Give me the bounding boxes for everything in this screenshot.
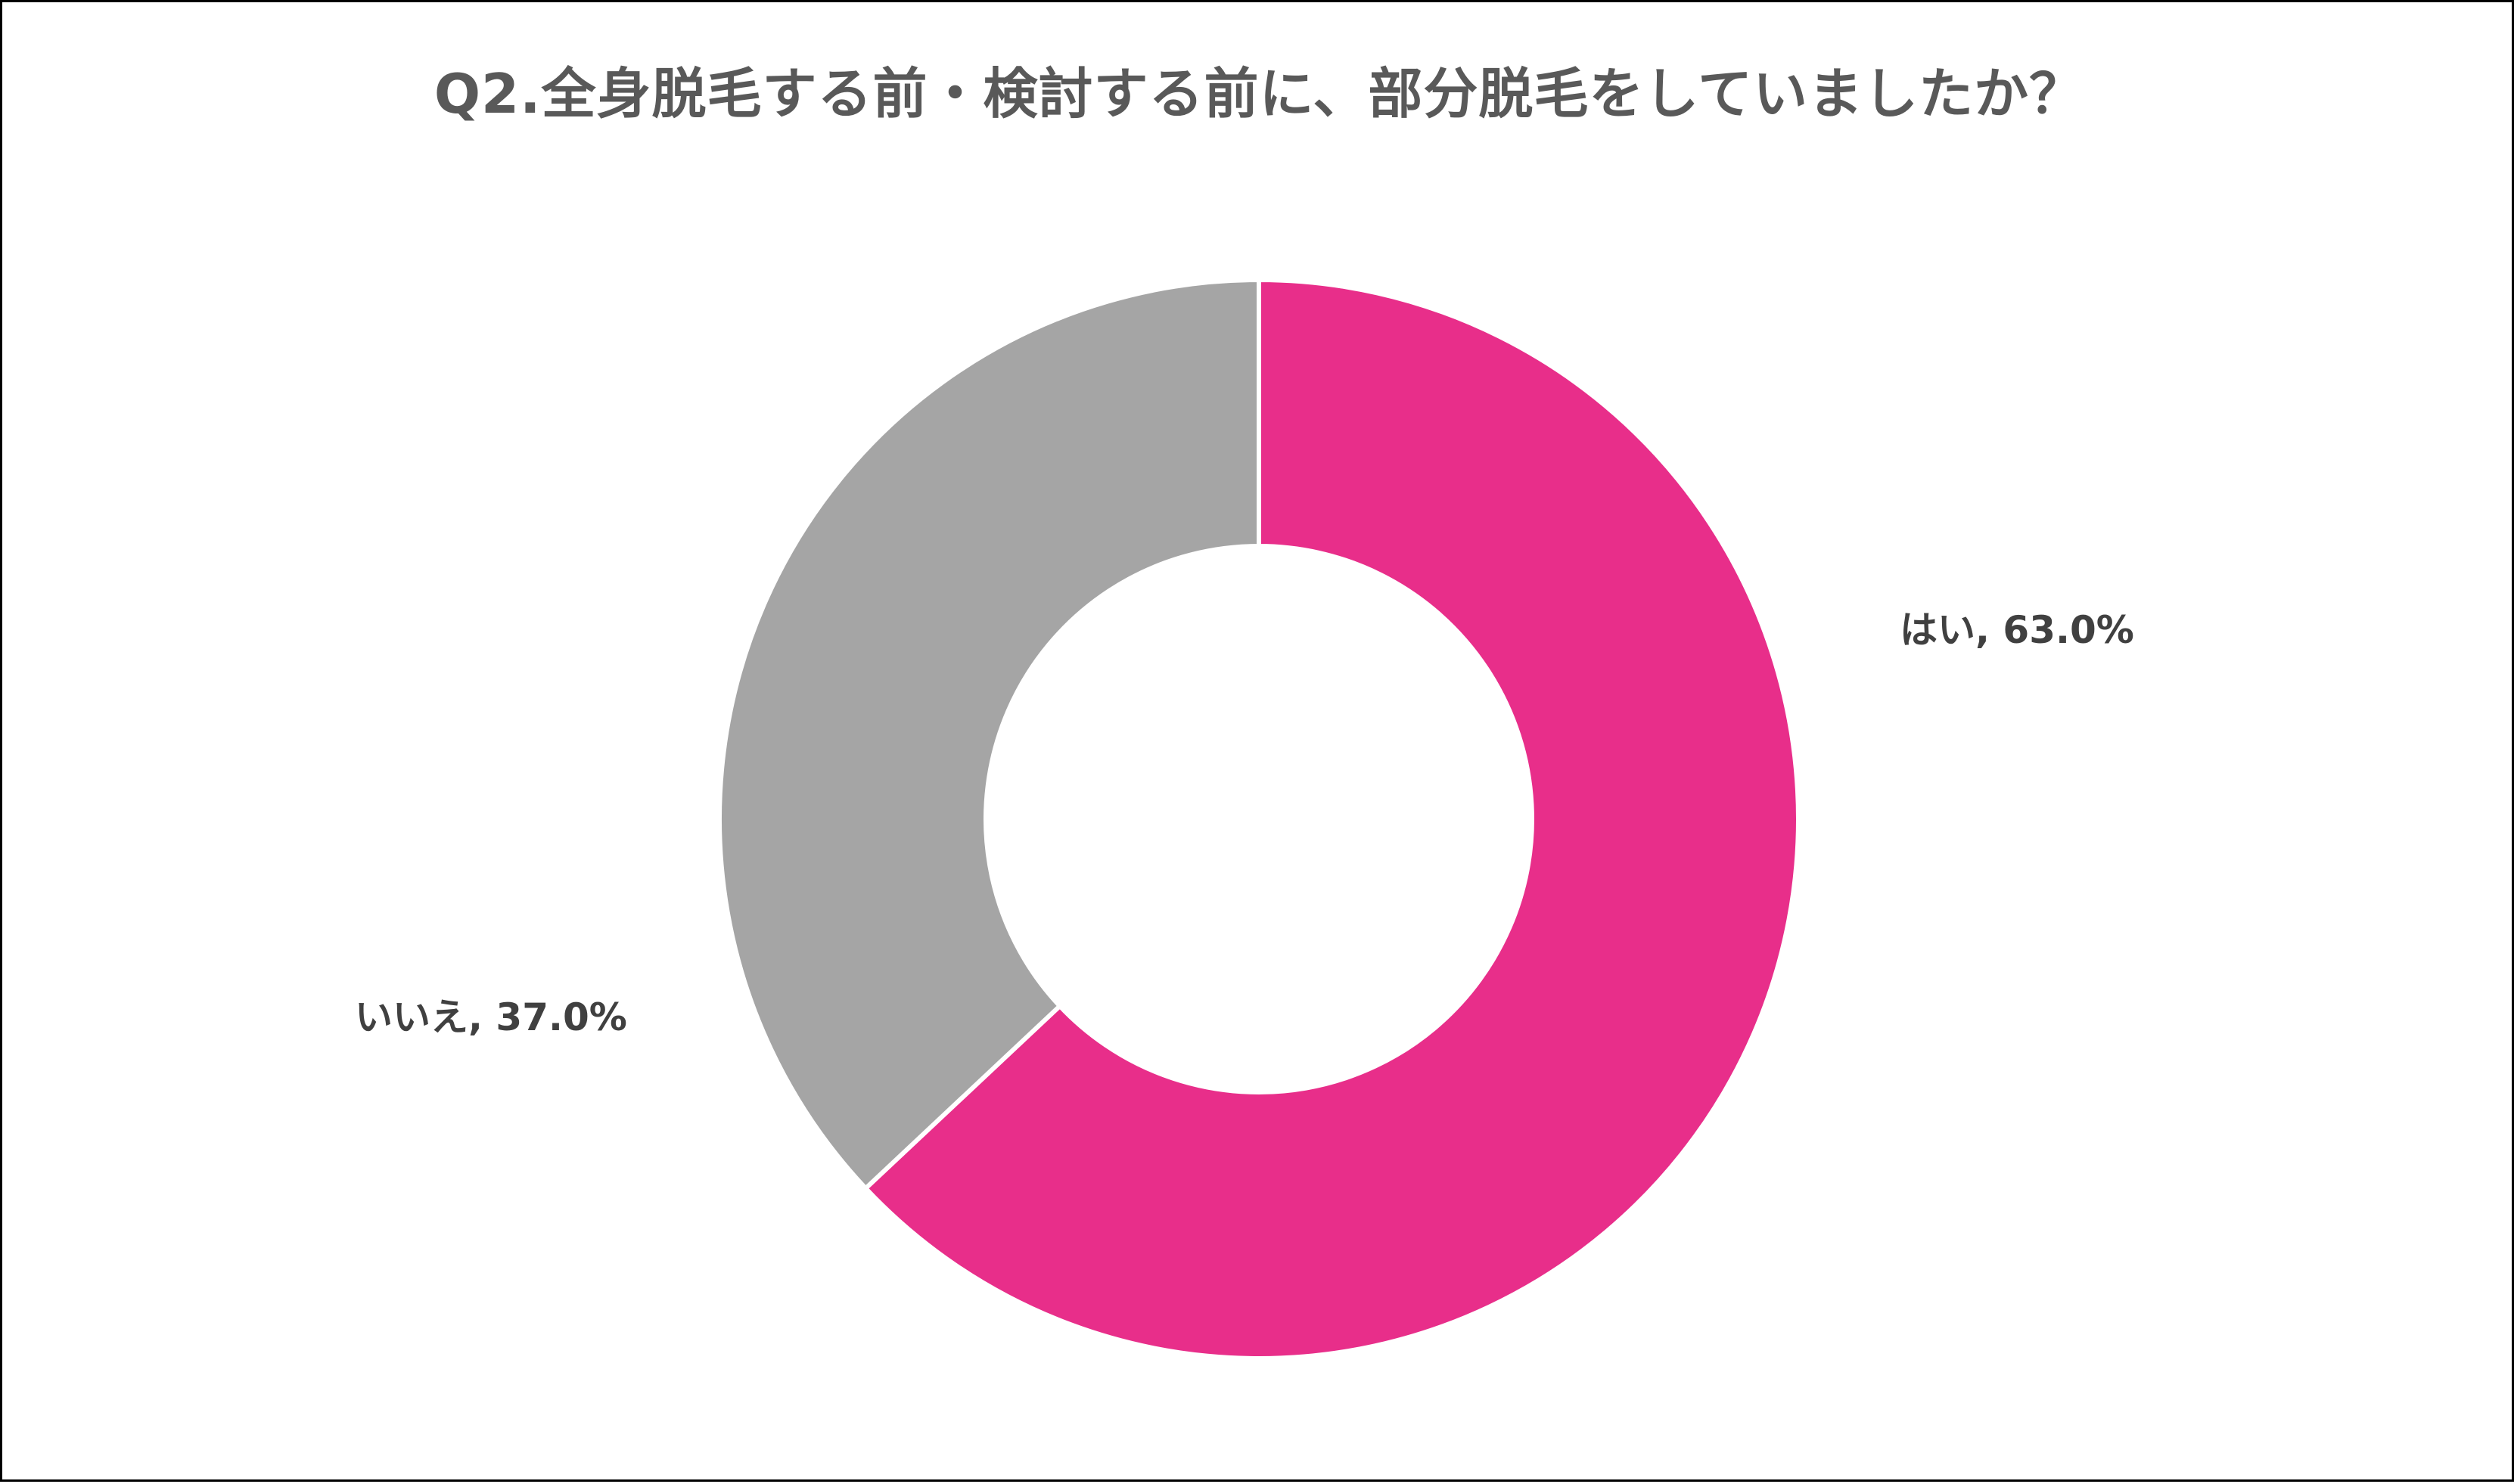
slice-no [717, 277, 1261, 1192]
data-label-yes: はい, 63.0% [1900, 608, 2134, 652]
chart-title: Q2.全身脱毛する前・検討する前に、部分脱毛をしていましたか？ [434, 62, 2085, 126]
data-label-no: いいえ, 37.0% [355, 995, 627, 1039]
slice-yes [862, 277, 1801, 1361]
